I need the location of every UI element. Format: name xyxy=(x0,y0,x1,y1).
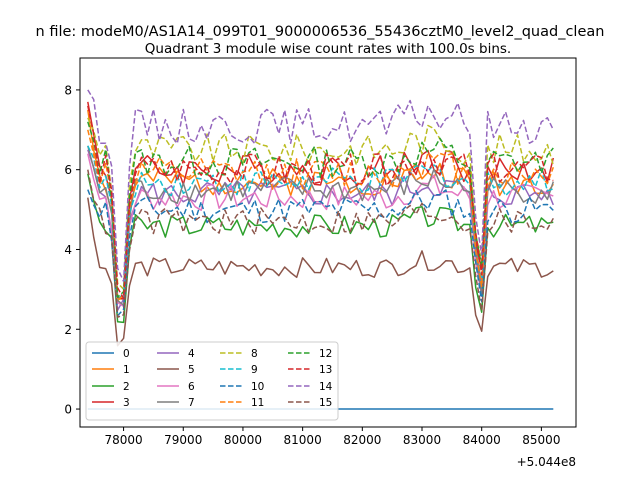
legend-label-15: 15 xyxy=(319,397,332,409)
legend-label-3: 3 xyxy=(123,397,130,409)
chart-title: Quadrant 3 module wise count rates with … xyxy=(145,41,511,57)
x-tick-label: 80000 xyxy=(224,433,262,447)
x-tick-label: 78000 xyxy=(104,433,142,447)
x-tick-label: 85000 xyxy=(522,433,560,447)
y-tick-label: 4 xyxy=(64,243,72,257)
legend-label-1: 1 xyxy=(123,364,130,376)
legend-label-11: 11 xyxy=(251,397,264,409)
series-line-13 xyxy=(87,105,554,300)
legend-label-14: 14 xyxy=(319,381,333,393)
legend-label-2: 2 xyxy=(123,381,130,393)
series-line-2 xyxy=(87,173,554,324)
figure-suptitle: n file: modeM0/AS1A14_099T01_9000006536_… xyxy=(36,24,605,40)
x-tick-label: 82000 xyxy=(343,433,381,447)
series-line-15 xyxy=(87,169,554,318)
x-tick-label: 79000 xyxy=(164,433,202,447)
y-tick-label: 8 xyxy=(64,83,72,97)
series-line-14 xyxy=(87,89,554,283)
series-line-11 xyxy=(87,129,555,302)
y-tick-label: 2 xyxy=(64,323,72,337)
y-tick-label: 6 xyxy=(64,163,72,177)
legend-label-4: 4 xyxy=(188,348,195,360)
x-axis-offset-label: +5.044e8 xyxy=(517,455,576,469)
legend-label-0: 0 xyxy=(123,348,130,360)
y-axis: 0 2 4 6 8 xyxy=(64,83,80,417)
x-tick-label: 83000 xyxy=(403,433,441,447)
legend-label-8: 8 xyxy=(251,348,258,360)
plot-frame xyxy=(79,57,577,428)
x-tick-label: 84000 xyxy=(463,433,501,447)
legend-label-13: 13 xyxy=(319,364,332,376)
series-line-8 xyxy=(87,117,555,290)
legend-label-6: 6 xyxy=(188,381,195,393)
series-lines xyxy=(87,89,555,410)
legend-box xyxy=(85,341,339,421)
legend-label-10: 10 xyxy=(251,381,264,393)
series-line-10 xyxy=(87,189,554,317)
series-line-5 xyxy=(87,197,554,347)
legend-label-7: 7 xyxy=(188,397,195,409)
x-tick-label: 81000 xyxy=(284,433,322,447)
x-axis: 78000 79000 80000 81000 82000 83000 84000 85000 xyxy=(104,427,560,447)
legend-label-9: 9 xyxy=(251,364,258,376)
legend-label-5: 5 xyxy=(188,364,195,376)
legend-label-12: 12 xyxy=(319,348,332,360)
y-tick-label: 0 xyxy=(64,403,72,417)
